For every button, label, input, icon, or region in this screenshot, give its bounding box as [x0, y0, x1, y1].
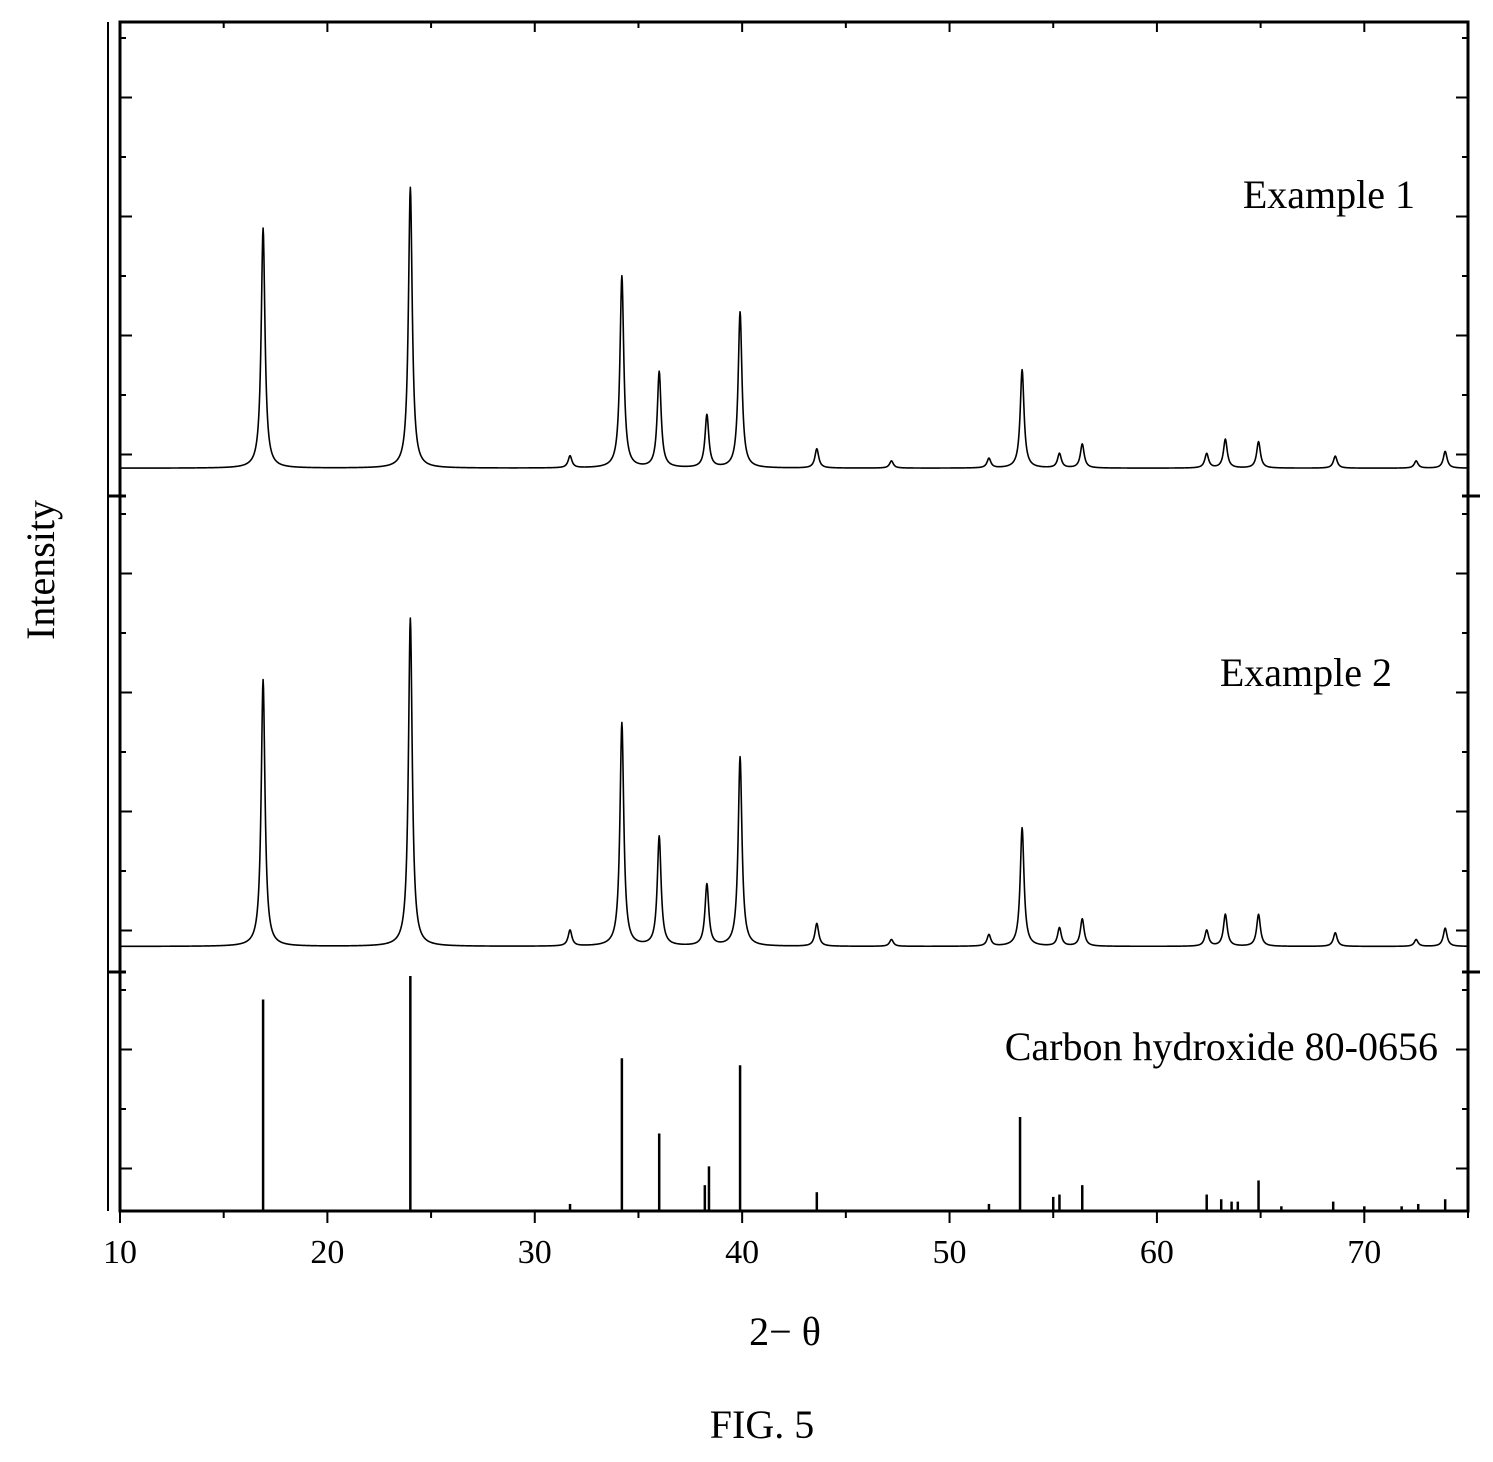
series-example-1-peaks	[262, 187, 1446, 462]
series-carbon-hydroxide-80-0656	[261, 976, 1447, 1211]
plot-border	[118, 20, 1470, 1213]
series-example-2-peaks	[262, 618, 1446, 940]
x-tick-label: 20	[310, 1234, 344, 1271]
y-axis-ticks	[120, 37, 1468, 1170]
x-axis-ticks: 10 20 30 40 50 60 70	[103, 22, 1469, 1271]
x-axis-title: 2− θ	[749, 1309, 821, 1354]
series-label-carbon-hydroxide-80-0656: Carbon hydroxide 80-0656	[1005, 1024, 1438, 1069]
series-example-2-line	[119, 617, 1469, 948]
x-tick-label: 40	[725, 1234, 759, 1271]
x-tick-label: 60	[1140, 1234, 1174, 1271]
x-tick-label: 70	[1347, 1234, 1381, 1271]
plot-frame	[107, 20, 1480, 1213]
x-tick-label: 10	[103, 1234, 137, 1271]
series-example-1-line	[119, 186, 1469, 469]
x-tick-label: 50	[933, 1234, 967, 1271]
series-labels: Example 1 Example 2 Carbon hydroxide 80-06…	[1005, 172, 1438, 1069]
x-tick-label: 30	[518, 1234, 552, 1271]
series-label-example-2: Example 2	[1220, 650, 1392, 695]
series-layer	[119, 186, 1469, 1211]
y-axis-title: Intensity	[18, 500, 63, 640]
figure-caption: FIG. 5	[710, 1402, 814, 1447]
series-label-example-1: Example 1	[1243, 172, 1415, 217]
